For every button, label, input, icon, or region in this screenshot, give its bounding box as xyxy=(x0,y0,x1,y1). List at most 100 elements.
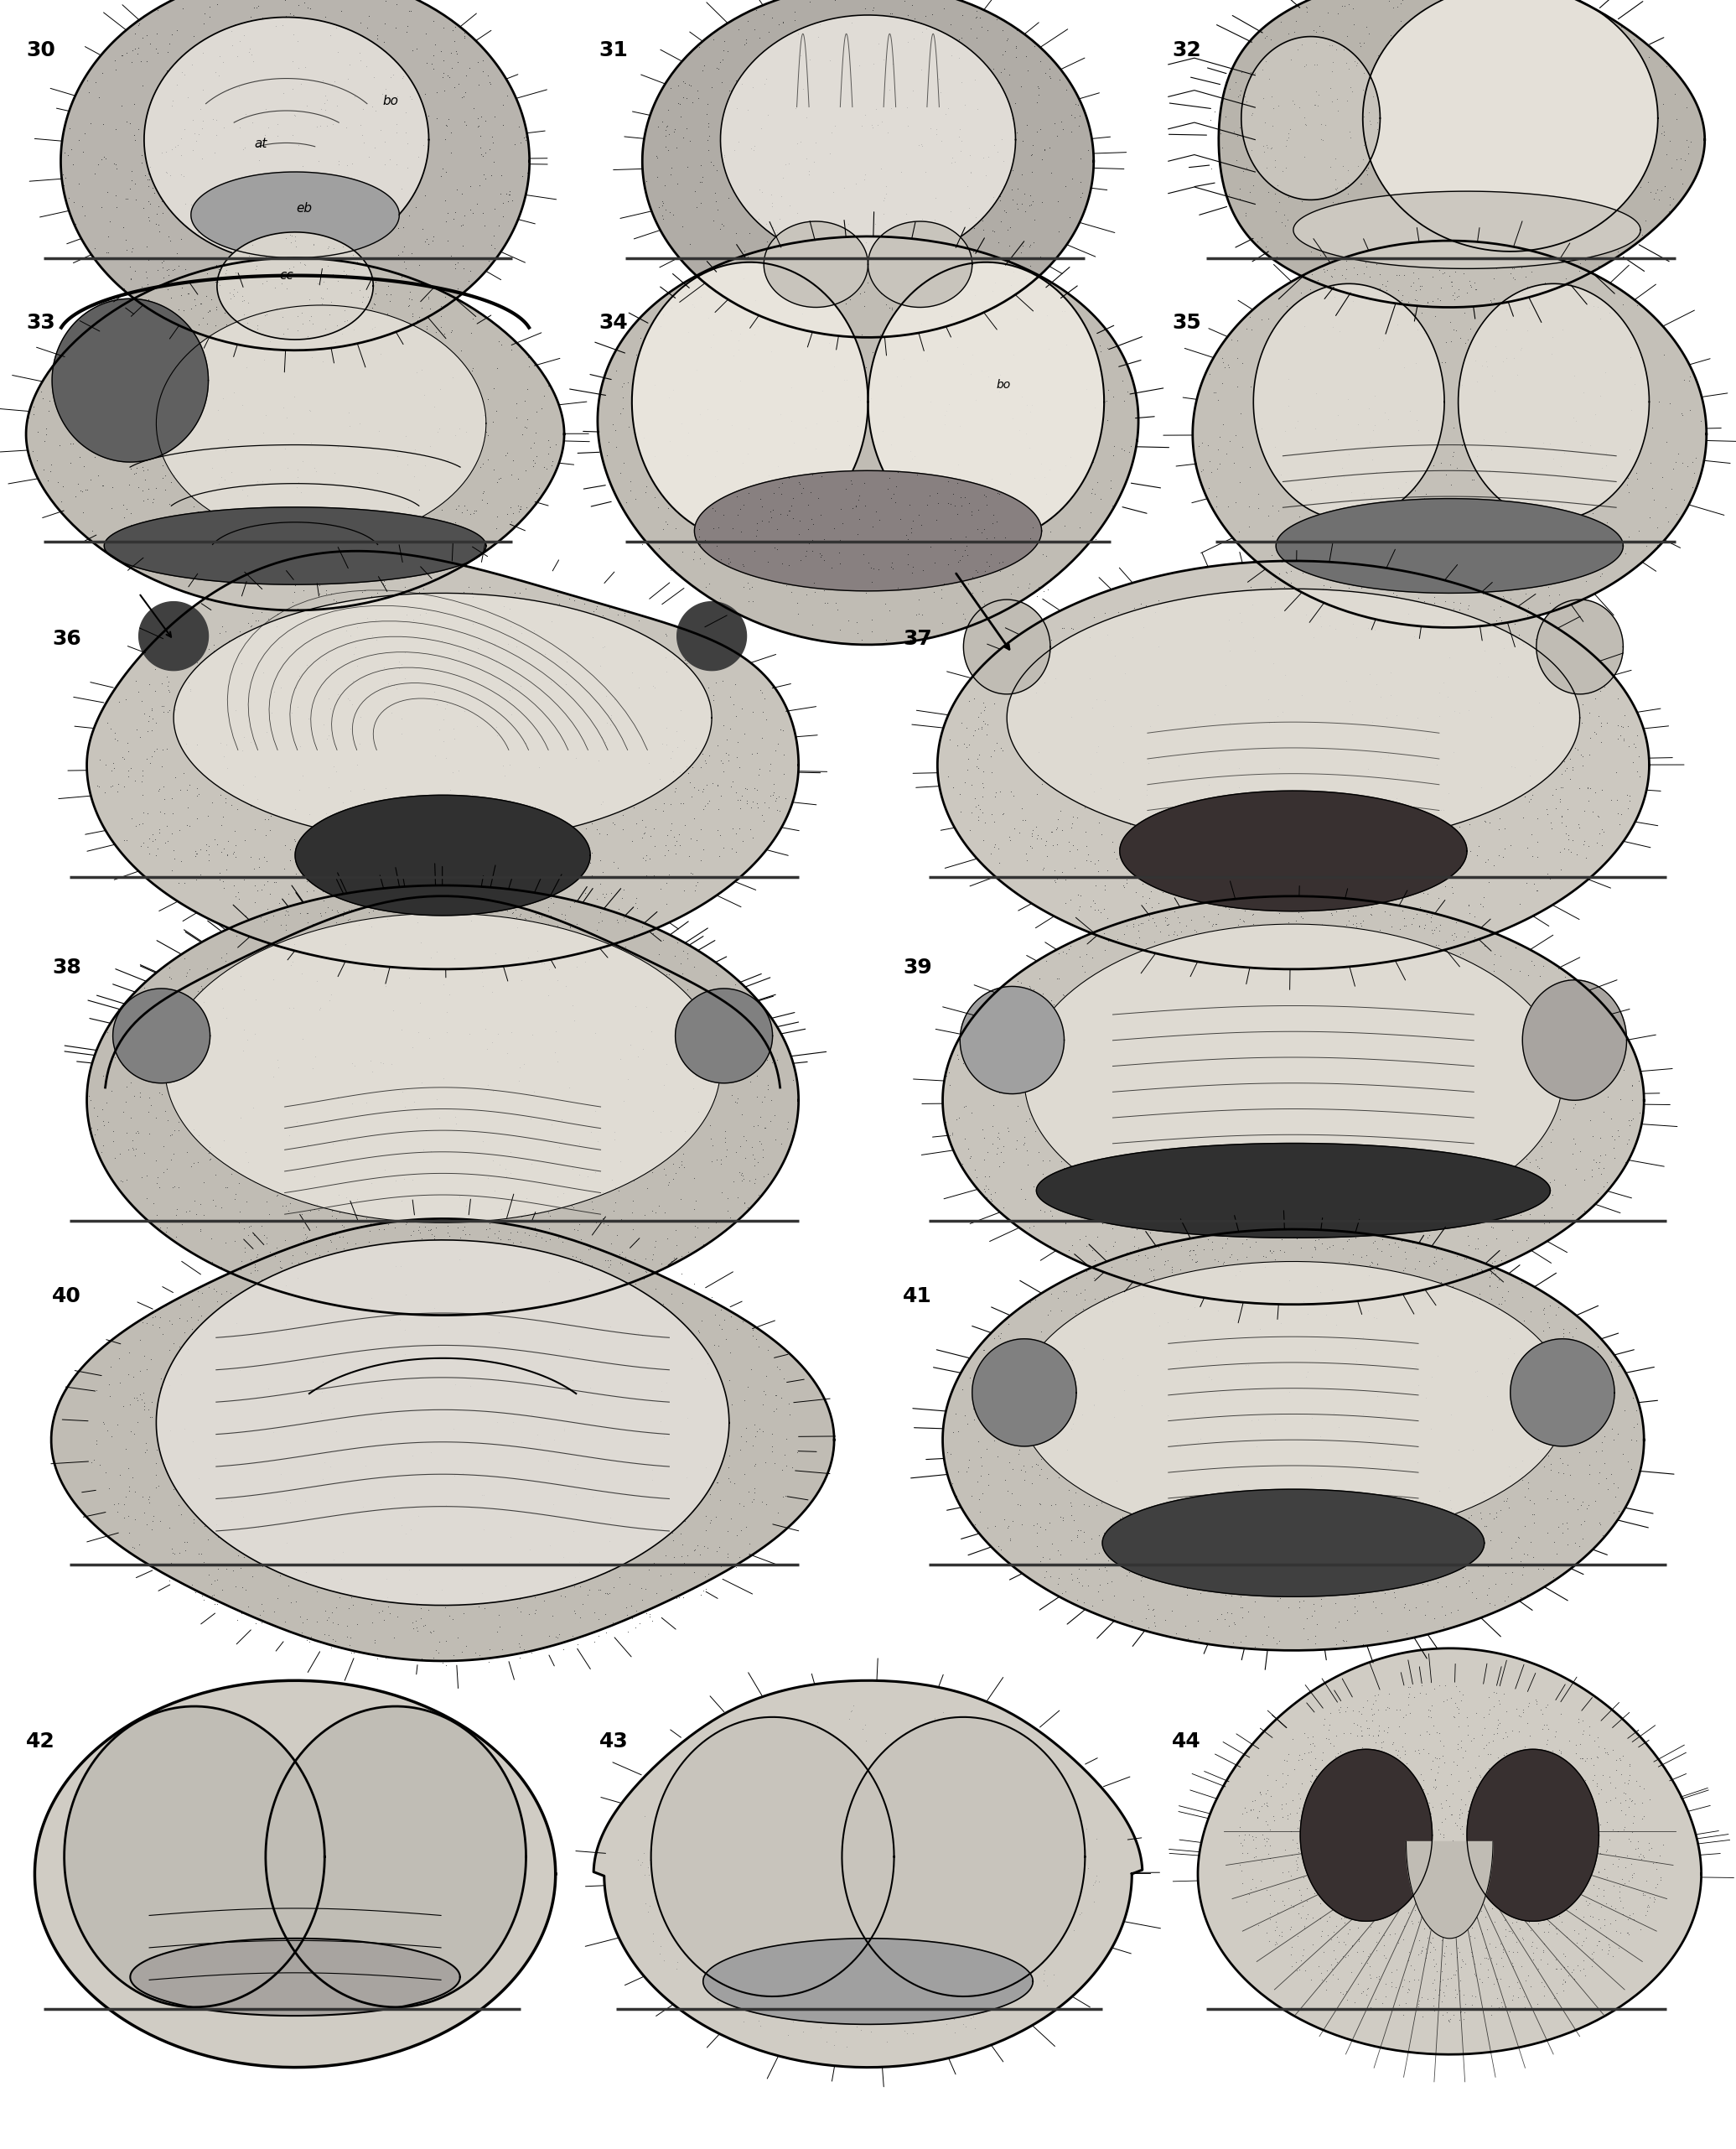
Point xyxy=(1080,701,1108,735)
Point xyxy=(476,709,503,744)
Point xyxy=(1602,1754,1630,1788)
Point xyxy=(516,1238,543,1272)
Point xyxy=(248,1208,276,1242)
Point xyxy=(1017,475,1045,509)
Point xyxy=(852,0,880,11)
Point xyxy=(677,821,705,855)
Point xyxy=(512,1195,540,1229)
Point xyxy=(465,958,493,993)
Point xyxy=(1602,183,1630,217)
Point xyxy=(804,165,832,200)
Point xyxy=(1375,1448,1403,1483)
Point xyxy=(1012,836,1040,870)
Point xyxy=(740,73,767,107)
Point xyxy=(1547,125,1575,159)
Point xyxy=(1479,1032,1507,1066)
Point xyxy=(335,318,363,352)
Point xyxy=(1510,1696,1538,1730)
Point xyxy=(198,385,226,419)
Point xyxy=(109,1487,137,1521)
Point xyxy=(1538,1178,1566,1212)
Point xyxy=(359,913,387,948)
Point xyxy=(1109,647,1137,681)
Point xyxy=(443,634,470,668)
Point xyxy=(1540,1403,1568,1438)
Point xyxy=(167,1008,194,1042)
Point xyxy=(319,125,347,159)
Point xyxy=(389,1074,417,1109)
Point xyxy=(1278,673,1305,707)
Point xyxy=(670,1322,698,1356)
Point xyxy=(1226,683,1253,718)
Point xyxy=(1029,1964,1057,1999)
Point xyxy=(523,933,550,967)
Point xyxy=(880,320,908,355)
Point xyxy=(760,492,788,527)
Point xyxy=(1427,608,1455,643)
Point xyxy=(681,286,708,320)
Point xyxy=(1370,1414,1397,1448)
Point xyxy=(1071,814,1099,849)
Point xyxy=(670,1124,698,1158)
Point xyxy=(729,2005,757,2039)
Point xyxy=(960,1152,988,1186)
Point xyxy=(1489,101,1517,135)
Point xyxy=(965,793,993,827)
Point xyxy=(929,269,957,303)
Point xyxy=(1651,168,1679,202)
Point xyxy=(311,264,339,299)
Point xyxy=(181,1016,208,1051)
Point xyxy=(708,1313,736,1347)
Point xyxy=(1055,933,1083,967)
Point xyxy=(670,643,698,677)
Point xyxy=(1222,417,1250,451)
Point xyxy=(1392,228,1420,262)
Point xyxy=(227,389,255,423)
Point xyxy=(1581,527,1609,561)
Point xyxy=(995,1509,1023,1543)
Point xyxy=(1338,810,1366,845)
Point xyxy=(1073,1373,1101,1408)
Point xyxy=(1288,1575,1316,1610)
Point xyxy=(1233,1347,1260,1382)
Point xyxy=(484,1117,512,1152)
Point xyxy=(149,249,177,284)
Point xyxy=(1583,15,1611,49)
Point xyxy=(930,120,958,155)
Point xyxy=(184,116,212,150)
Point xyxy=(547,647,575,681)
Point xyxy=(1538,303,1566,337)
Point xyxy=(1163,1261,1191,1296)
Point xyxy=(198,1403,226,1438)
Point xyxy=(1345,1399,1373,1433)
Point xyxy=(700,1012,727,1047)
Point xyxy=(1496,1322,1524,1356)
Point xyxy=(306,148,333,183)
Point xyxy=(1198,645,1226,679)
Point xyxy=(411,533,439,567)
Point xyxy=(257,1324,285,1358)
Point xyxy=(937,275,965,309)
Point xyxy=(1272,1743,1300,1777)
Point xyxy=(488,926,516,961)
Point xyxy=(370,709,398,744)
Point xyxy=(465,821,493,855)
Point xyxy=(818,548,845,582)
Point xyxy=(1066,99,1094,133)
Point xyxy=(1399,1906,1427,1941)
Point xyxy=(170,58,198,92)
Point xyxy=(529,1163,557,1197)
Point xyxy=(818,0,845,13)
Point xyxy=(210,1124,238,1158)
Point xyxy=(1021,1283,1049,1317)
Point xyxy=(1201,1242,1229,1277)
Point xyxy=(436,774,464,808)
Point xyxy=(1580,1120,1608,1154)
Point xyxy=(1340,834,1368,868)
Point xyxy=(615,1614,642,1648)
Point xyxy=(1507,0,1535,11)
Point xyxy=(1274,1206,1302,1240)
Point xyxy=(851,288,878,322)
Point xyxy=(1233,1345,1260,1380)
Point xyxy=(1594,1038,1621,1072)
